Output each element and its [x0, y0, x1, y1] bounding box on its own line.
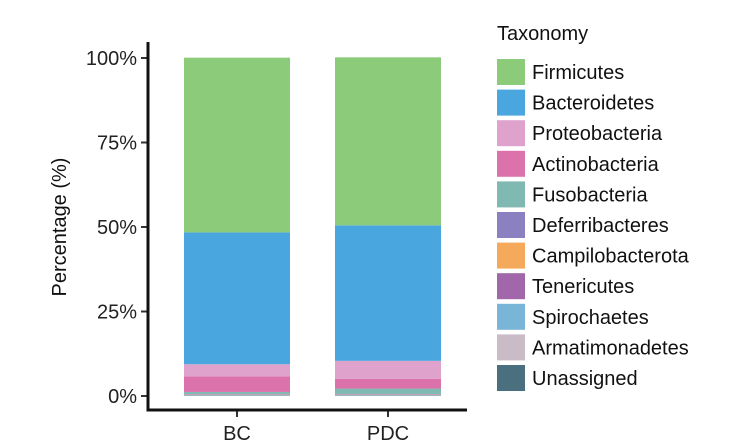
legend-key-armatimonadetes	[497, 334, 525, 361]
y-tick-label: 0%	[108, 386, 137, 408]
y-tick-label: 100%	[86, 48, 137, 70]
legend-label-spirochaetes: Spirochaetes	[532, 307, 649, 329]
legend-key-bacteroidetes	[497, 89, 525, 116]
x-axis-ticks: BC PDC	[223, 410, 409, 442]
legend-key-proteobacteria	[497, 120, 525, 147]
bar-segment-bc-proteobacteria	[184, 364, 290, 377]
legend-key-fusobacteria	[497, 181, 525, 208]
legend-label-armatimonadetes: Armatimonadetes	[532, 337, 689, 359]
legend-key-spirochaetes	[497, 303, 525, 330]
y-axis-title: Percentage (%)	[49, 158, 71, 297]
legend-key-actinobacteria	[497, 150, 525, 177]
y-tick-label: 25%	[97, 302, 137, 324]
bar-segment-bc-firmicutes	[184, 57, 290, 233]
legend-label-bacteroidetes: Bacteroidetes	[532, 93, 654, 115]
legend-title: Taxonomy	[497, 23, 588, 45]
legend-label-firmicutes: Firmicutes	[532, 62, 624, 84]
legend-key-deferribacteres	[497, 212, 525, 238]
legend-label-actinobacteria: Actinobacteria	[532, 154, 660, 176]
legend-label-tenericutes: Tenericutes	[532, 276, 634, 298]
bar-segment-pdc-firmicutes	[335, 57, 441, 226]
bar-segment-bc-fusobacteria	[184, 391, 290, 394]
legend-key-tenericutes	[497, 273, 525, 300]
legend-key-campilobacterota	[497, 242, 525, 269]
bar-segment-pdc-bacteroidetes	[335, 225, 441, 361]
bar-segment-pdc-proteobacteria	[335, 360, 441, 379]
legend-label-proteobacteria: Proteobacteria	[532, 123, 663, 145]
bar-segment-pdc-actinobacteria	[335, 378, 441, 389]
bars-group	[184, 57, 441, 396]
legend-key-firmicutes	[497, 59, 525, 85]
legend-label-fusobacteria: Fusobacteria	[532, 184, 648, 206]
legend-label-unassigned: Unassigned	[532, 368, 638, 390]
x-tick-label: PDC	[367, 423, 409, 442]
legend: Taxonomy Firmicutes Bacteroidetes Proteoba…	[497, 23, 690, 391]
legend-label-deferribacteres: Deferribacteres	[532, 215, 669, 237]
bar-segment-bc-bacteroidetes	[184, 232, 290, 365]
legend-label-campilobacterota: Campilobacterota	[532, 246, 690, 268]
bar-segment-bc-actinobacteria	[184, 376, 290, 392]
legend-key-unassigned	[497, 365, 525, 391]
y-tick-label: 50%	[97, 217, 137, 239]
bar-segment-pdc-fusobacteria	[335, 388, 441, 394]
y-axis-ticks: 0% 25% 50% 75% 100%	[86, 48, 148, 408]
y-tick-label: 75%	[97, 133, 137, 155]
x-tick-label: BC	[223, 423, 251, 442]
